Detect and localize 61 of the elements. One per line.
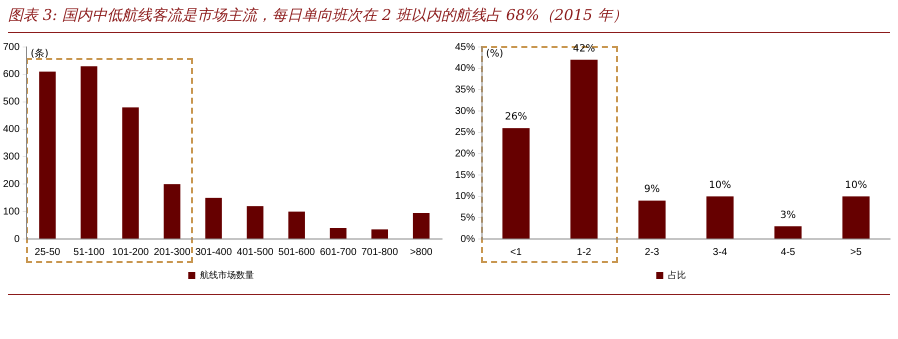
y-tick-label: 100 <box>2 206 20 218</box>
bar <box>330 228 346 238</box>
bar <box>502 128 530 238</box>
y-axis-title: (条) <box>30 48 49 60</box>
bar <box>122 107 139 238</box>
data-label: 10% <box>708 180 732 191</box>
data-label: 10% <box>844 180 868 191</box>
bar <box>371 229 388 238</box>
bar <box>774 226 802 238</box>
data-label: 42% <box>572 43 596 54</box>
bar <box>570 60 598 238</box>
x-tick-label: >800 <box>410 246 433 258</box>
data-label: 3% <box>780 210 796 221</box>
y-tick-label: 45% <box>455 42 476 53</box>
y-tick-label: 0% <box>460 234 476 245</box>
x-tick-label: 25-50 <box>34 246 61 258</box>
bar <box>706 196 734 238</box>
bar <box>39 72 56 238</box>
x-tick-label: 601-700 <box>320 246 357 258</box>
x-tick-label: >5 <box>850 246 862 258</box>
bar <box>288 212 305 238</box>
y-tick-label: 40% <box>455 63 476 74</box>
x-tick-label: <1 <box>510 246 522 258</box>
x-tick-label: 4-5 <box>780 246 796 258</box>
y-tick-label: 30% <box>455 106 476 117</box>
x-tick-label: 701-800 <box>361 246 398 258</box>
y-axis-title: (%) <box>486 48 504 60</box>
bar <box>246 206 264 238</box>
y-tick-label: 500 <box>2 96 20 108</box>
bar <box>164 184 180 238</box>
x-tick-label: 1-2 <box>576 246 592 258</box>
data-label: 26% <box>504 112 528 123</box>
x-tick-label: 301-400 <box>195 246 232 258</box>
x-tick-label: 401-500 <box>236 246 274 258</box>
chart-title: 图表 3: 国内中低航线客流是市场主流，每日单向班次在 2 班以内的航线占 68%（2015 年） <box>8 6 628 25</box>
y-tick-label: 25% <box>455 127 476 138</box>
legend-label: 占比 <box>668 270 686 280</box>
y-tick-label: 0 <box>14 234 20 245</box>
y-tick-label: 400 <box>2 124 20 136</box>
x-tick-label: 51-100 <box>73 246 105 258</box>
y-tick-label: 300 <box>2 151 20 162</box>
y-tick-label: 20% <box>455 148 476 160</box>
x-tick-label: 501-600 <box>278 246 316 258</box>
y-tick-label: 15% <box>455 170 476 181</box>
bar <box>205 198 222 238</box>
legend-label: 航线市场数量 <box>200 270 254 280</box>
bar <box>638 200 666 238</box>
y-tick-label: 600 <box>2 69 20 80</box>
y-tick-label: 5% <box>460 212 476 224</box>
y-tick-label: 35% <box>455 84 476 96</box>
x-tick-label: 201-300 <box>154 246 191 258</box>
bar <box>80 66 98 238</box>
x-tick-label: 101-200 <box>112 246 150 258</box>
data-label: 9% <box>644 184 660 196</box>
y-tick-label: 200 <box>2 178 20 190</box>
x-tick-label: 2-3 <box>644 246 660 258</box>
y-tick-label: 10% <box>455 191 476 202</box>
y-tick-label: 700 <box>2 42 20 53</box>
bar <box>842 196 870 238</box>
x-tick-label: 3-4 <box>712 246 728 258</box>
bar <box>412 212 430 238</box>
